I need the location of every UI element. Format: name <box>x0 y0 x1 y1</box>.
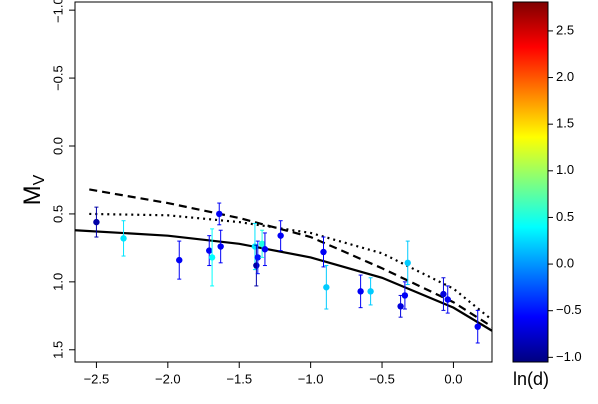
data-point <box>176 240 183 280</box>
point <box>254 254 261 261</box>
point <box>277 232 284 239</box>
data-point <box>367 277 374 306</box>
y-tick-label: 0.0 <box>50 137 65 155</box>
data-point <box>253 244 260 287</box>
y-tick-label: 1.0 <box>50 273 65 291</box>
point <box>258 240 266 248</box>
data-point <box>320 236 327 268</box>
data-point <box>277 220 284 252</box>
colorbar-label: ln(d) <box>513 369 549 389</box>
point <box>367 288 374 295</box>
point <box>93 218 100 226</box>
x-tick-label: −2.5 <box>84 371 110 386</box>
data-point <box>474 309 481 344</box>
colorbar-tick-label: 2.5 <box>556 22 574 37</box>
point <box>206 247 213 254</box>
curve <box>74 229 493 332</box>
point <box>176 256 183 264</box>
y-tick-label: −0.5 <box>50 65 65 91</box>
point <box>251 243 259 250</box>
data-point <box>401 281 409 310</box>
colorbar-tick-label: 2.0 <box>556 69 574 84</box>
colorbar-tick-label: −1.0 <box>556 349 582 364</box>
data-point <box>208 228 216 287</box>
colorbar-tick-label: 0.0 <box>556 256 574 271</box>
data-point <box>444 285 451 314</box>
y-label-sub: V <box>31 174 48 185</box>
point <box>216 210 223 218</box>
data-point <box>206 235 213 267</box>
data-point <box>93 206 100 238</box>
data-point <box>357 274 364 309</box>
data-point <box>216 202 223 226</box>
point <box>120 235 127 242</box>
point <box>404 259 411 267</box>
x-tick-label: −0.5 <box>369 371 395 386</box>
point <box>217 243 224 250</box>
curve <box>89 212 493 321</box>
point <box>253 262 260 269</box>
x-tick-label: −1.0 <box>298 371 324 386</box>
y-axis-label: MV <box>19 174 48 205</box>
colorbar <box>512 1 549 363</box>
y-label-main: M <box>19 185 46 205</box>
data-point <box>397 294 404 318</box>
plot-frame <box>74 1 493 363</box>
data-point <box>258 229 266 258</box>
data-point <box>323 265 330 310</box>
y-tick-label: 0.5 <box>50 205 65 223</box>
point <box>320 248 327 256</box>
point <box>440 290 447 298</box>
point <box>444 296 451 303</box>
point <box>474 323 481 330</box>
point <box>323 284 330 291</box>
colorbar-tick-label: 0.5 <box>556 209 574 224</box>
x-tick-label: 0.0 <box>444 371 462 386</box>
x-tick-label: −2.0 <box>155 371 181 386</box>
colorbar-tick-label: 1.0 <box>556 162 574 177</box>
y-tick-label: 1.5 <box>50 341 65 359</box>
point <box>261 246 269 253</box>
data-point <box>217 229 224 264</box>
colorbar-tick-label: −0.5 <box>556 302 582 317</box>
colorbar-tick-label: 1.5 <box>556 116 574 131</box>
data-point <box>120 220 127 257</box>
x-tick-label: −1.5 <box>226 371 252 386</box>
point <box>401 292 409 299</box>
y-tick-label: −1.0 <box>50 0 65 23</box>
point <box>397 303 404 310</box>
point <box>357 288 364 295</box>
point <box>208 254 216 261</box>
data-point <box>254 240 261 275</box>
curve <box>89 188 493 328</box>
data-point <box>261 232 269 267</box>
data-point <box>440 277 447 311</box>
data-point <box>404 240 411 286</box>
